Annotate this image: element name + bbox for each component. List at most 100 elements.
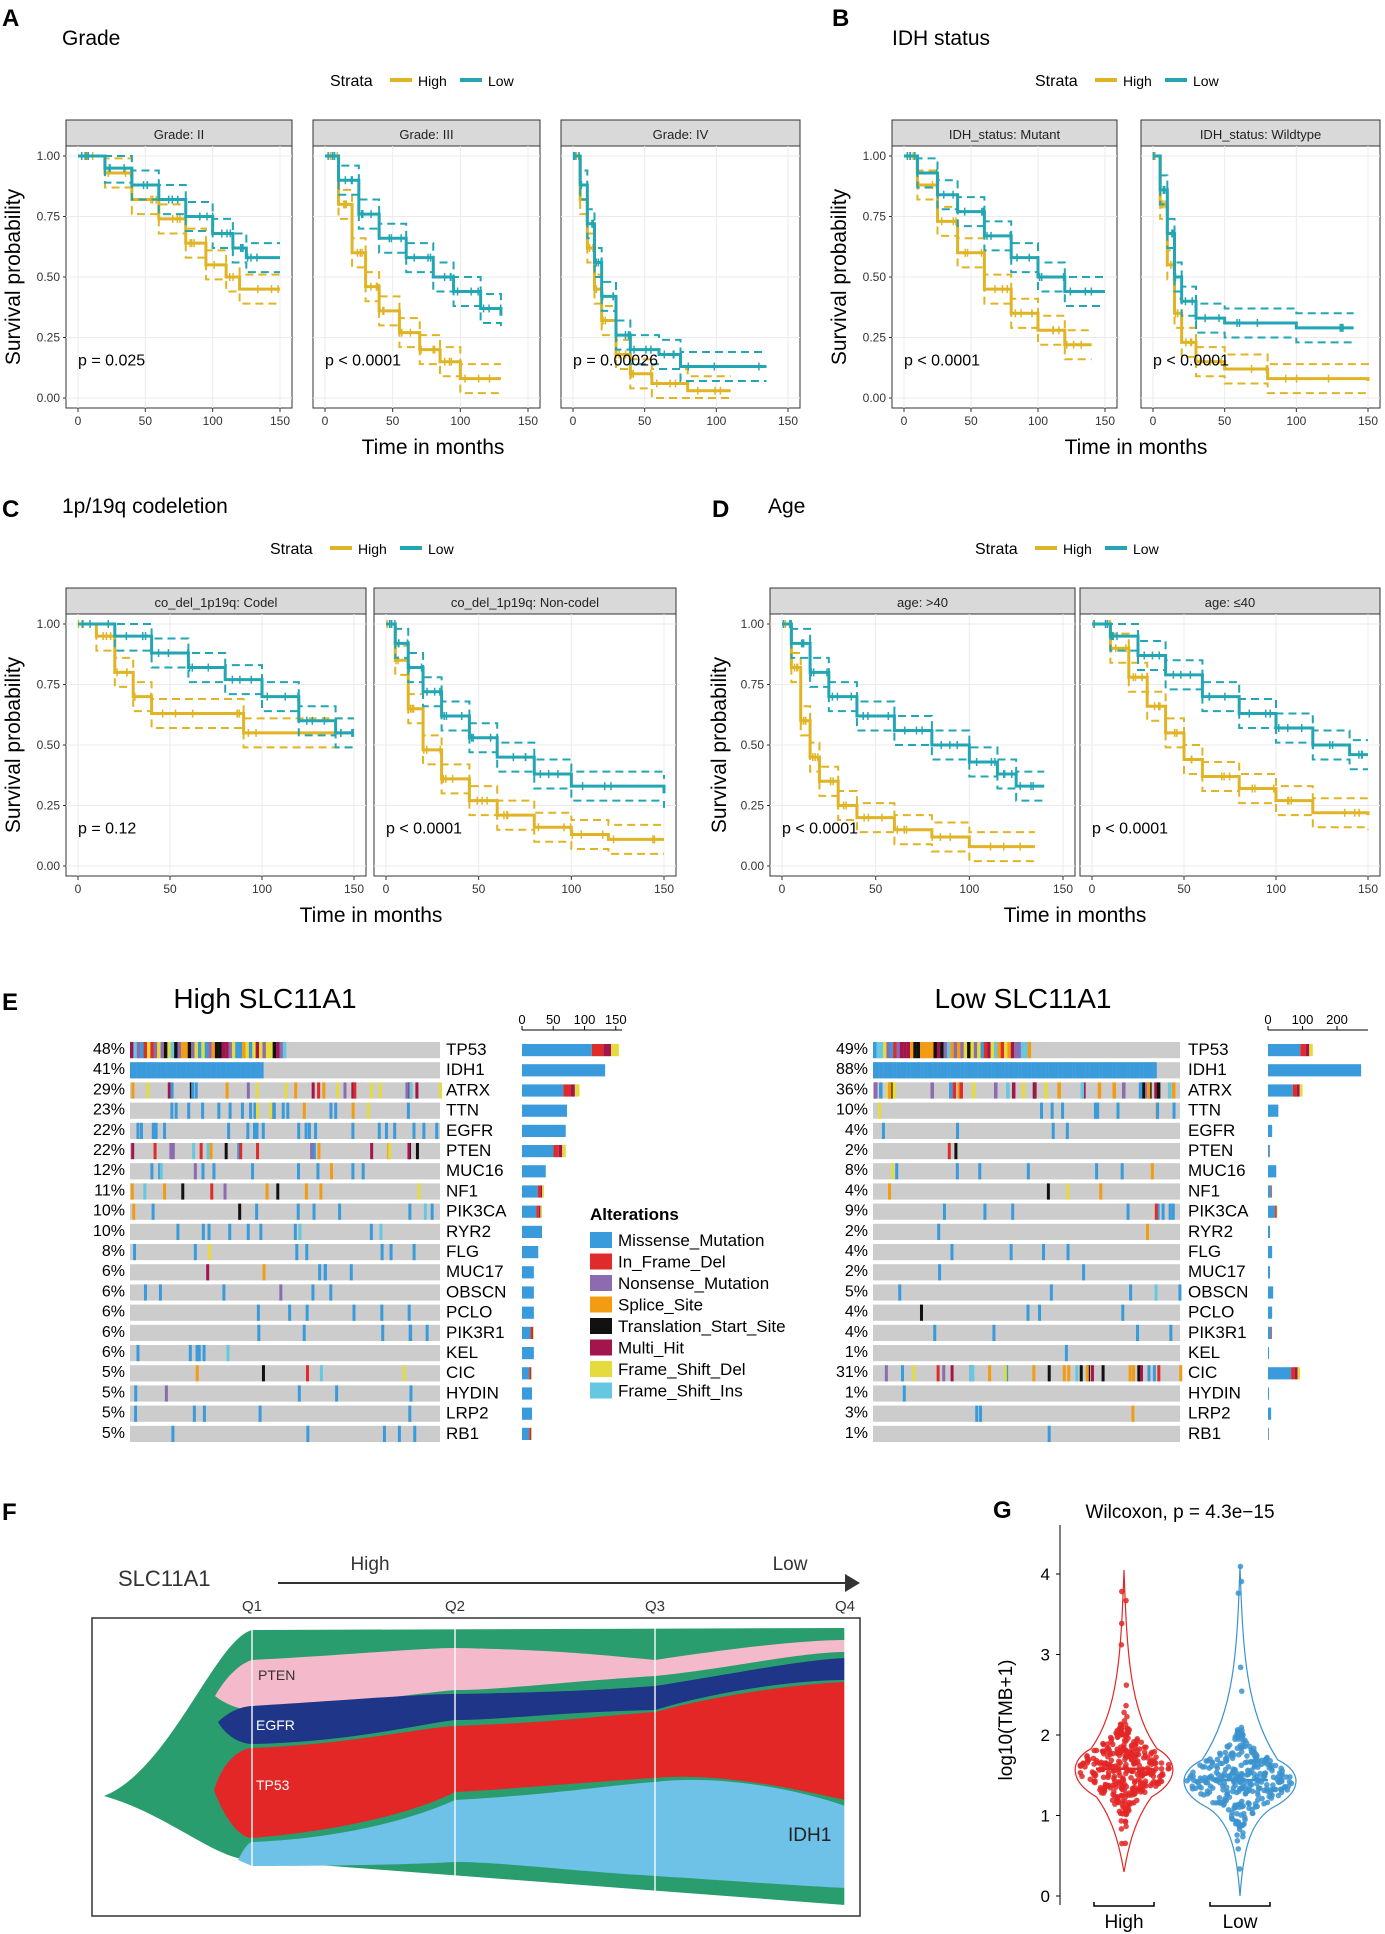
bar-segment xyxy=(538,1205,541,1218)
p-value-label: p < 0.0001 xyxy=(904,353,980,370)
data-point xyxy=(1109,1741,1116,1748)
facet-strip-label: IDH_status: Mutant xyxy=(949,127,1061,142)
mutation-cell xyxy=(879,1062,884,1079)
gene-percent: 1% xyxy=(845,1344,868,1361)
alterations-legend: Alterations Missense_Mutation In_Frame_Del… xyxy=(590,1205,786,1401)
mutation-cell xyxy=(150,1042,154,1059)
survival-curve-low xyxy=(573,154,767,369)
mutation-cell xyxy=(160,1042,165,1059)
mutation-cell xyxy=(1038,1062,1042,1079)
bar-segment xyxy=(542,1185,544,1198)
mutation-cell xyxy=(886,1062,891,1079)
matrix-row xyxy=(873,1345,1180,1362)
mutation-cell xyxy=(197,1042,202,1059)
mutation-cell xyxy=(1137,1365,1141,1382)
mutation-cell xyxy=(950,1062,955,1079)
bar-segment xyxy=(1268,1367,1292,1380)
mutation-cell xyxy=(952,1082,957,1099)
ci-lower-low xyxy=(325,155,502,331)
mutation-cell xyxy=(979,1405,983,1422)
mutation-cell xyxy=(930,1042,934,1059)
x-tick-label: 100 xyxy=(1028,414,1048,428)
mutation-cell xyxy=(217,1102,221,1119)
ci-lower-low xyxy=(78,155,280,274)
matrix-row xyxy=(130,1425,440,1442)
mutation-cell xyxy=(1179,1365,1183,1382)
mutation-cell xyxy=(993,1042,998,1059)
gene-name: RB1 xyxy=(1188,1424,1221,1443)
bar-segment xyxy=(1268,1044,1301,1057)
mutation-cell xyxy=(1072,1062,1076,1079)
mutation-cell xyxy=(997,1062,1002,1079)
bar-segment xyxy=(591,1044,604,1057)
mutation-cell xyxy=(194,1082,198,1099)
data-point xyxy=(1123,1748,1130,1755)
data-point xyxy=(1105,1753,1111,1760)
mutation-cell xyxy=(1145,1223,1149,1240)
mutation-cell xyxy=(906,1062,911,1079)
ci-lower-low xyxy=(78,623,354,749)
panel-title: Age xyxy=(768,495,805,518)
mutation-cell xyxy=(903,1042,907,1059)
mutation-cell xyxy=(1157,1365,1161,1382)
mutation-cell xyxy=(353,1082,357,1099)
y-tick-label: 0 xyxy=(1041,1887,1050,1906)
mutation-cell xyxy=(896,1062,901,1079)
mutation-cell xyxy=(192,1143,196,1160)
gene-percent: 8% xyxy=(102,1243,125,1260)
mutation-cell xyxy=(1171,1082,1176,1099)
mutation-cell xyxy=(1068,1062,1073,1079)
mutation-cell xyxy=(883,1042,887,1059)
gene-name: PIK3CA xyxy=(1188,1202,1249,1221)
gene-name: PIK3CA xyxy=(446,1202,507,1221)
bar-segment xyxy=(1268,1266,1271,1279)
data-point xyxy=(1236,1751,1242,1758)
x-tick-label: 150 xyxy=(1053,882,1073,896)
mutation-cell xyxy=(206,1062,211,1079)
mutation-cell xyxy=(930,1062,934,1079)
matrix-row xyxy=(873,1324,1180,1341)
mutation-cell xyxy=(1082,1264,1086,1281)
bar-segment xyxy=(522,1347,534,1360)
mutation-cell xyxy=(1050,1102,1054,1119)
gene-name: EGFR xyxy=(446,1121,493,1140)
mutation-cell xyxy=(1032,1365,1036,1382)
matrix-row xyxy=(130,1304,440,1321)
mutation-cell xyxy=(1014,1062,1019,1079)
mutation-cell xyxy=(422,1122,426,1139)
data-point xyxy=(1107,1784,1114,1791)
mutation-cell xyxy=(370,1143,374,1160)
fishplot-panel: F SLC11A1 High Low Q1 Q2 Q3 Q4 PTEN EGFR TP53 IDH1 xyxy=(2,1499,861,1917)
mutation-cell xyxy=(319,1183,323,1200)
mutation-cell xyxy=(208,1042,212,1059)
ci-lower-high xyxy=(1153,155,1369,396)
mutation-cell xyxy=(1035,1062,1039,1079)
facet-strip xyxy=(1140,119,1381,149)
data-point xyxy=(1282,1784,1288,1791)
data-point xyxy=(1216,1799,1222,1806)
gene-bar xyxy=(1268,1407,1272,1420)
mutation-cell xyxy=(909,1042,914,1059)
data-point xyxy=(1204,1788,1211,1794)
x-tick-label: 100 xyxy=(203,414,223,428)
matrix-row xyxy=(873,1183,1180,1200)
data-point xyxy=(1225,1807,1232,1813)
data-point xyxy=(1120,1730,1126,1737)
data-point xyxy=(1240,1738,1246,1745)
mutation-cell xyxy=(304,1122,308,1139)
bar-segment xyxy=(1274,1205,1276,1218)
data-point xyxy=(1105,1769,1112,1776)
p-value-label: p = 0.00026 xyxy=(573,353,658,370)
bar-segment xyxy=(1300,1044,1306,1057)
mutation-cell xyxy=(174,1102,178,1119)
x-tick-label: 0 xyxy=(75,414,82,428)
data-point xyxy=(1240,1742,1247,1749)
mutation-cell xyxy=(933,1042,937,1059)
bar-segment xyxy=(522,1407,532,1420)
km-facet: age: >40 0.00 0.25 0.50 0.75 1.00 0 50 100 150 p <… xyxy=(741,587,1076,896)
mutation-cell xyxy=(318,1264,322,1281)
mutation-cell xyxy=(1042,1244,1046,1261)
gene-percent: 36% xyxy=(836,1081,868,1098)
mutation-cell xyxy=(310,1143,314,1160)
gene-bar xyxy=(1268,1124,1273,1137)
